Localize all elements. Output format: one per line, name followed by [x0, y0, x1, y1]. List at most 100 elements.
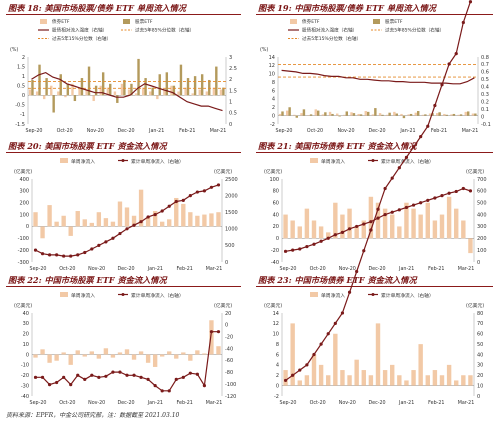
cumulative-flow-point — [362, 222, 366, 226]
cumulative-flow-point — [62, 254, 66, 258]
cumulative-flow-point — [188, 371, 192, 375]
bar-bond — [314, 109, 317, 116]
y-tick-label: 10 — [23, 342, 29, 348]
bar-weekly-flow — [138, 189, 144, 227]
right-axis-unit: (亿美元) — [214, 168, 232, 175]
bar-equity — [309, 114, 313, 116]
y-tick-label: 20 — [23, 332, 29, 338]
cumulative-flow-point — [291, 373, 295, 377]
bar-equity — [52, 95, 55, 113]
bar-weekly-flow — [439, 214, 445, 239]
y2-tick-label: 2000 — [225, 193, 238, 199]
cumulative-flow-point — [283, 249, 288, 253]
cumulative-flow-point — [202, 384, 207, 388]
cumulative-flow-point — [426, 124, 430, 128]
x-tick-label: Mar-21 — [206, 400, 223, 406]
bar-weekly-flow — [47, 205, 52, 227]
y2-tick-label: -120 — [225, 394, 236, 400]
title-rule-18 — [6, 14, 241, 15]
bar-weekly-flow — [209, 213, 214, 227]
bar-equity — [158, 74, 161, 96]
bar-weekly-flow — [167, 219, 172, 227]
x-tick-label: Jan-21 — [147, 266, 163, 272]
bar-equity — [94, 85, 98, 96]
cumulative-flow-point — [340, 230, 345, 234]
bar-equity — [38, 64, 41, 96]
bar-weekly-flow — [82, 354, 87, 357]
bar-weekly-flow — [382, 370, 388, 386]
bar-weekly-flow — [368, 196, 374, 239]
chart-23: 单周净流入 累计单周净流入（右轴）(亿美元) (亿美元)-2024681012140… — [264, 0, 484, 406]
bar-equity — [352, 113, 356, 116]
bar-weekly-flow — [33, 354, 38, 358]
y-tick-label: 2 — [22, 55, 25, 61]
cumulative-flow-point — [83, 250, 87, 255]
legend-label-2: 过去5年15%分位数（右轴） — [52, 35, 111, 42]
x-tick-label: Mar-21 — [458, 400, 475, 406]
bar-bond — [393, 111, 396, 116]
cumulative-flow-point — [433, 196, 437, 200]
bar-weekly-flow — [152, 211, 158, 227]
y-tick-label: 0 — [26, 224, 29, 230]
bar-equity — [101, 72, 105, 96]
cumulative-flow-point — [90, 373, 94, 377]
title-rule-20 — [6, 152, 241, 153]
bar-weekly-flow — [40, 226, 45, 239]
y2-tick-label: 40 — [477, 352, 483, 358]
y2-tick-label: 80 — [477, 311, 483, 317]
cumulative-flow-point — [90, 247, 94, 251]
x-tick-label: Feb-21 — [428, 266, 444, 272]
y-tick-label: 30 — [23, 321, 29, 327]
legend-label-1: 股债相对流入强度（右轴） — [52, 27, 107, 34]
bar-weekly-flow — [131, 215, 137, 227]
legend-label-2: 过去5年15%分位数（右轴） — [302, 35, 361, 42]
bar-weekly-flow — [283, 214, 288, 239]
cumulative-flow-point — [118, 370, 122, 374]
right-axis-unit: (亿美元) — [466, 168, 484, 175]
cumulative-flow-point — [461, 186, 465, 191]
y-tick-label: 0 — [22, 93, 25, 99]
y-tick-label: -100 — [18, 236, 29, 242]
bar-weekly-flow — [354, 359, 359, 386]
bar-equity — [109, 83, 112, 96]
bar-weekly-flow — [68, 354, 73, 365]
title-rule-21 — [256, 152, 493, 153]
legend-swatch-3 — [123, 19, 130, 24]
legend-label-3: 股票ETF — [135, 19, 153, 25]
y-tick-label: 1 — [22, 74, 25, 80]
cumulative-flow-point — [461, 20, 465, 25]
legend-label-4: 过去5年85%分位数（右轴） — [135, 27, 194, 34]
bar-equity — [80, 78, 84, 96]
bar-weekly-flow — [311, 220, 317, 239]
x-tick-label: Nov-20 — [88, 400, 105, 406]
x-tick-label: Feb-21 — [177, 400, 193, 406]
cumulative-flow-point — [69, 382, 73, 387]
bar-bond — [421, 114, 425, 116]
bar-equity — [144, 78, 147, 96]
bar-equity — [215, 66, 218, 96]
bar-bond — [464, 111, 467, 116]
cumulative-flow-point — [104, 240, 108, 244]
chart-18: 债券ETF 股债相对流入强度（右轴）过去5年15%分位数（右轴） 股票ETF 过去5年… — [10, 18, 237, 134]
left-axis-unit: (%) — [10, 47, 18, 53]
cumulative-flow-point — [362, 249, 366, 253]
y-tick-label: 4 — [276, 363, 279, 369]
legend-marker-line — [371, 293, 375, 296]
x-tick-label: Mar-21 — [462, 128, 479, 134]
bar-bond — [436, 113, 439, 116]
bar-bond — [364, 111, 367, 116]
cumulative-flow-point — [160, 389, 164, 393]
cumulative-flow-point — [433, 103, 437, 108]
cumulative-flow-point — [132, 373, 136, 377]
bar-weekly-flow — [188, 212, 193, 227]
bar-weekly-flow — [404, 380, 409, 386]
bar-bond — [50, 85, 53, 96]
title-rule-19 — [256, 14, 493, 15]
bar-weekly-flow — [40, 349, 45, 355]
chart-19: 债券ETF 股债相对流入强度（右轴）过去5年15%分位数（右轴） 股票ETF 过去5年… — [260, 18, 491, 134]
cumulative-flow-point — [62, 375, 66, 379]
x-tick-label: Sep-20 — [276, 128, 293, 134]
y-tick-label: 10 — [269, 72, 275, 78]
bar-weekly-flow — [311, 354, 317, 386]
cumulative-flow-point — [216, 330, 221, 334]
